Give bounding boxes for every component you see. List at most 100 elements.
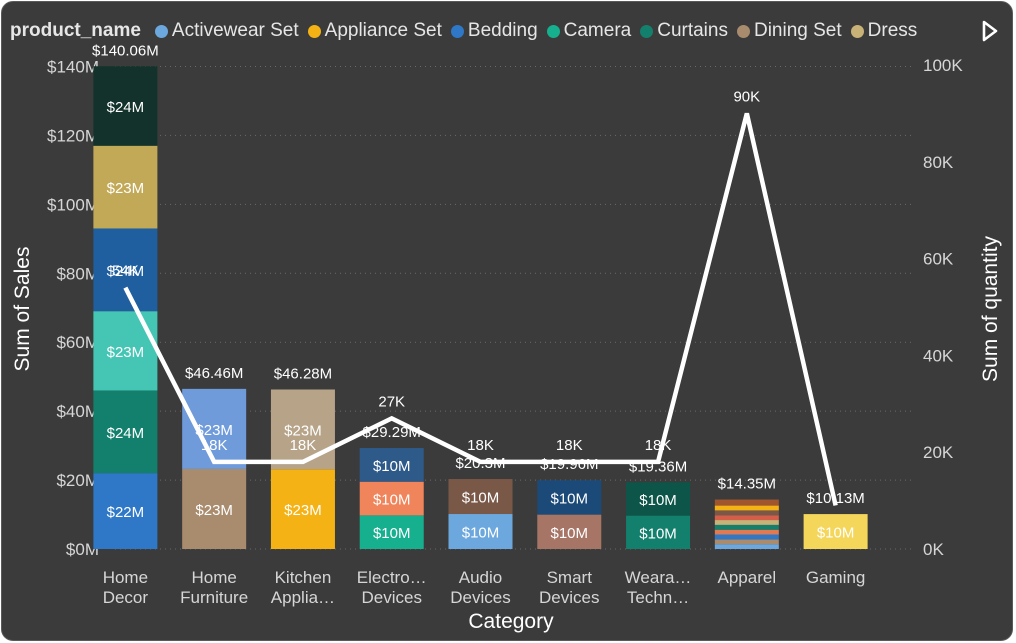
segment-data-label: $10M: [462, 490, 500, 507]
legend-item[interactable]: Camera: [546, 20, 632, 42]
segment-data-label: $10M: [462, 525, 500, 542]
segment-data-label: $10M: [373, 492, 411, 509]
legend-dot-icon: [546, 24, 560, 38]
quantity-line: [123, 112, 838, 506]
legend-title: product_name: [10, 20, 141, 41]
legend-item[interactable]: Dress: [850, 20, 918, 42]
bar-total-label: $140.06M: [92, 42, 159, 59]
legend-item-label: Bedding: [467, 20, 538, 41]
bar-segment: [714, 539, 779, 545]
bar-segment: [537, 514, 602, 549]
x-axis-title: Category: [468, 610, 554, 633]
bar-segment: [182, 468, 247, 549]
y2-axis-title: Sum of quantity: [979, 236, 1002, 382]
y-tick-label: $0M: [66, 540, 99, 559]
legend-item[interactable]: Appliance Set: [307, 20, 442, 42]
bar-total-label: $29.29M: [363, 424, 421, 441]
legend-item[interactable]: Bedding: [450, 20, 538, 42]
legend-item[interactable]: Activewear Set: [154, 20, 299, 42]
bar-segment: [626, 515, 691, 549]
legend-item-label: Dress: [867, 20, 918, 41]
bar-segment: [93, 390, 158, 474]
bar-total-label: $46.28M: [274, 365, 332, 382]
bar-segment: [537, 480, 602, 515]
y2-tick-label: 80K: [923, 153, 954, 172]
bar-segment: [93, 228, 158, 312]
bar-segment: [93, 311, 158, 391]
category-tick-label: Techn…: [627, 588, 689, 607]
y-tick-label: $120M: [47, 126, 99, 145]
legend-dot-icon: [850, 24, 864, 38]
bar-segment: [714, 515, 779, 521]
y-tick-label: $20M: [56, 471, 99, 490]
bar-total-label: $19.96M: [540, 456, 598, 473]
quantity-data-label: 18K: [556, 437, 583, 454]
legend-item-label: Camera: [563, 20, 632, 41]
category-tick-label: Audio: [459, 568, 502, 587]
legend-item[interactable]: Curtains: [640, 20, 728, 42]
bar-segment: [182, 388, 247, 469]
legend: product_name Activewear Set Appliance Set…: [10, 18, 926, 44]
y-axis-title: Sum of Sales: [11, 247, 34, 372]
legend-item[interactable]: Dining Set: [736, 20, 842, 42]
bar-segment: [448, 514, 513, 549]
bar-segment: [359, 481, 424, 516]
bar-segment: [714, 524, 779, 530]
bar-segment: [448, 479, 513, 515]
quantity-data-label: 18K: [290, 437, 317, 454]
segment-data-label: $10M: [639, 525, 677, 542]
bar-segment: [803, 514, 868, 549]
bar-segment: [270, 469, 335, 549]
y-tick-label: $40M: [56, 402, 99, 421]
bar-segment: [714, 505, 779, 511]
category-tick-label: Smart: [547, 568, 593, 587]
y2-tick-label: 100K: [923, 56, 963, 75]
bar-segment: [270, 389, 335, 470]
bar-segment: [714, 529, 779, 535]
segment-data-label: $24M: [107, 425, 145, 442]
legend-items: Activewear Set Appliance Set Bedding Camera…: [154, 20, 926, 42]
bar-segment: [93, 66, 158, 146]
segment-data-label: $24M: [107, 99, 145, 116]
bar-total-label: $14.35M: [718, 476, 776, 493]
category-tick-label: Home: [103, 568, 148, 587]
segment-data-label: $10M: [373, 525, 411, 542]
y-tick-label: $60M: [56, 333, 99, 352]
category-tick-label: Gaming: [806, 568, 866, 587]
bar-segment: [93, 473, 158, 549]
bar-segment: [714, 544, 779, 549]
y2-tick-label: 0K: [923, 540, 944, 559]
segment-data-label: $23M: [107, 344, 145, 361]
legend-item-label: Dining Set: [753, 20, 842, 41]
legend-dot-icon: [640, 24, 654, 38]
quantity-data-label: 27K: [378, 393, 405, 410]
category-tick-label: Home: [191, 568, 236, 587]
quantity-data-label: 54K: [112, 263, 139, 280]
bar-segment: [359, 515, 424, 549]
legend-next-button[interactable]: [976, 16, 1004, 46]
category-tick-label: Kitchen: [275, 568, 332, 587]
bar-total-label: $46.46M: [185, 365, 243, 382]
triangle-right-icon: [982, 20, 998, 42]
category-tick-label: Devices: [539, 588, 599, 607]
category-tick-label: Devices: [450, 588, 510, 607]
legend-dot-icon: [450, 24, 464, 38]
y2-tick-label: 20K: [923, 443, 954, 462]
legend-item-label: Appliance Set: [324, 20, 442, 41]
y2-tick-label: 40K: [923, 346, 954, 365]
segment-data-label: $23M: [195, 422, 233, 439]
quantity-data-label: 18K: [645, 437, 672, 454]
bar-segment: [359, 448, 424, 482]
category-tick-label: Devices: [361, 588, 421, 607]
quantity-data-label: 18K: [201, 437, 228, 454]
segment-data-label: $10M: [639, 492, 677, 509]
segment-data-label: $23M: [195, 502, 233, 519]
segment-data-label: $23M: [284, 422, 322, 439]
legend-dot-icon: [307, 24, 321, 38]
category-tick-label: Apparel: [718, 568, 777, 587]
segment-data-label: $10M: [373, 458, 411, 475]
quantity-data-label: 18K: [467, 437, 494, 454]
legend-item-label: Activewear Set: [171, 20, 299, 41]
bar-segment: [714, 499, 779, 506]
